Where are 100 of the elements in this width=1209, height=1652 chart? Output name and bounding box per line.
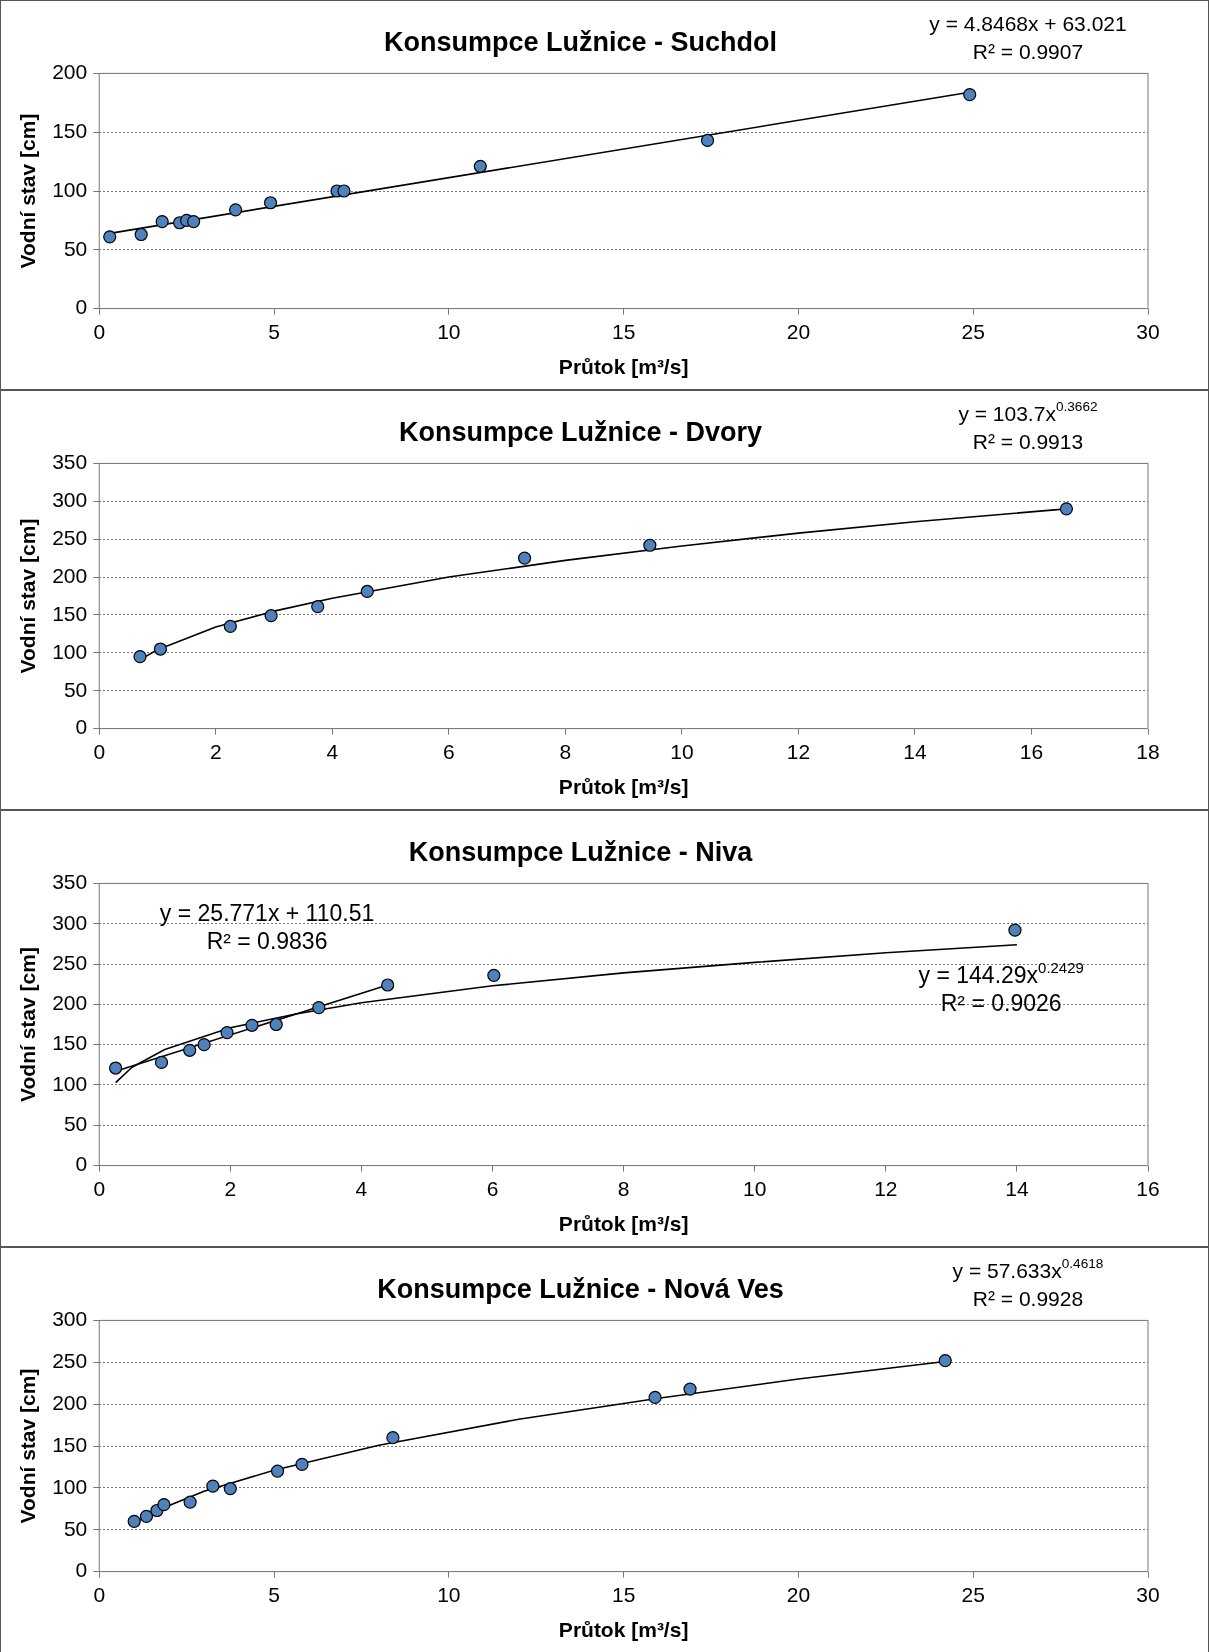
point xyxy=(139,1509,154,1523)
annotation: R² = 0.9836 xyxy=(206,927,328,954)
point xyxy=(683,1382,697,1396)
chart-title: Konsumpce Lužnice - Dvory xyxy=(398,416,763,447)
x-tick-label: 0 xyxy=(93,320,106,343)
x-tick-label: 15 xyxy=(611,1583,636,1606)
y-tick-label: 250 xyxy=(52,525,88,549)
x-tick-label: 20 xyxy=(786,320,811,343)
y-tick-label: 150 xyxy=(52,1432,88,1456)
point xyxy=(134,227,148,242)
x-tick-label: 20 xyxy=(786,1583,811,1606)
point xyxy=(312,1000,326,1015)
point xyxy=(1059,502,1074,516)
x-tick-label: 10 xyxy=(743,1177,767,1200)
annotation: y = 25.771x + 110.51 xyxy=(159,899,375,926)
x-tick-label: 14 xyxy=(1005,1177,1029,1200)
x-tick-label: 25 xyxy=(961,1583,985,1606)
point xyxy=(228,203,243,217)
x-tick-label: 6 xyxy=(486,1177,499,1200)
x-tick-label: 0 xyxy=(93,740,106,763)
text: R² = 0.9928 xyxy=(972,1286,1084,1310)
y-tick-label: 150 xyxy=(52,1031,88,1055)
point xyxy=(311,600,325,614)
x-tick-label: 30 xyxy=(1136,320,1160,343)
point xyxy=(386,1431,400,1445)
point xyxy=(127,1514,141,1528)
x-tick-label: 10 xyxy=(670,740,694,763)
point xyxy=(183,1495,197,1509)
point xyxy=(133,650,147,664)
y-tick-label: 0 xyxy=(75,1152,88,1176)
y-tick-label: 300 xyxy=(52,1307,88,1331)
y-axis-title: Vodní stav [cm] xyxy=(16,518,40,674)
y-tick-label: 200 xyxy=(52,563,88,587)
y-tick-label: 200 xyxy=(52,60,88,84)
y-tick-label: 350 xyxy=(52,870,88,894)
x-tick-label: 18 xyxy=(1136,740,1160,763)
point xyxy=(643,538,657,552)
point xyxy=(223,619,237,633)
x-tick-label: 10 xyxy=(437,1583,461,1606)
x-tick-label: 4 xyxy=(355,1177,368,1200)
x-tick-label: 0 xyxy=(93,1177,106,1200)
point xyxy=(197,1038,211,1052)
x-tick-label: 5 xyxy=(268,1583,280,1606)
y-tick-label: 200 xyxy=(52,1390,88,1414)
y-tick-label: 50 xyxy=(63,1516,88,1540)
x-tick-label: 8 xyxy=(617,1177,630,1200)
y-tick-label: 100 xyxy=(52,1474,88,1498)
chart-title: Konsumpce Lužnice - Niva xyxy=(408,836,754,867)
point xyxy=(269,1017,283,1032)
chart-title: Konsumpce Lužnice - Suchdol xyxy=(383,26,778,57)
y-tick-label: 50 xyxy=(63,1112,88,1136)
y-tick-label: 0 xyxy=(75,295,88,319)
y-tick-label: 0 xyxy=(75,715,88,739)
point xyxy=(938,1353,952,1368)
y-axis-title: Vodní stav [cm] xyxy=(16,1368,40,1524)
y-tick-label: 350 xyxy=(52,450,88,474)
text: R² = 0.9913 xyxy=(972,429,1084,453)
x-tick-label: 6 xyxy=(442,740,455,763)
x-tick-label: 30 xyxy=(1136,1583,1160,1606)
x-tick-label: 10 xyxy=(437,320,461,343)
text: y = 4.8468x + 63.021 xyxy=(929,11,1127,35)
y-tick-label: 250 xyxy=(52,1349,88,1373)
y-tick-label: 150 xyxy=(52,601,88,625)
x-tick-label: 2 xyxy=(209,740,222,763)
text: R² = 0.9907 xyxy=(972,39,1084,63)
point xyxy=(153,642,168,656)
x-tick-label: 16 xyxy=(1019,740,1044,763)
point xyxy=(157,1498,171,1512)
x-tick-label: 5 xyxy=(268,320,280,343)
y-tick-label: 200 xyxy=(52,991,88,1015)
point xyxy=(183,1043,197,1057)
y-tick-label: 100 xyxy=(52,639,88,663)
point xyxy=(154,1055,169,1069)
point xyxy=(187,214,201,229)
point xyxy=(263,196,278,210)
y-tick-label: 0 xyxy=(75,1558,88,1582)
x-tick-label: 25 xyxy=(961,320,985,343)
point xyxy=(381,978,395,992)
x-tick-label: 0 xyxy=(93,1583,106,1606)
x-tick-label: 4 xyxy=(326,740,339,763)
point xyxy=(295,1457,309,1472)
point xyxy=(1008,923,1022,937)
point xyxy=(264,609,278,623)
point xyxy=(206,1479,220,1493)
chart-title: Konsumpce Lužnice - Nová Ves xyxy=(377,1273,784,1304)
y-tick-label: 100 xyxy=(52,1071,88,1095)
y-tick-label: 300 xyxy=(52,488,88,512)
point xyxy=(103,230,117,244)
point xyxy=(487,968,501,982)
y-axis-title: Vodní stav [cm] xyxy=(16,947,40,1102)
y-tick-label: 50 xyxy=(63,236,88,260)
x-tick-label: 16 xyxy=(1136,1177,1160,1200)
point xyxy=(155,214,169,229)
y-tick-label: 50 xyxy=(63,677,88,701)
point xyxy=(109,1061,123,1075)
y-tick-label: 250 xyxy=(52,950,88,974)
x-tick-label: 12 xyxy=(874,1177,898,1200)
point xyxy=(963,87,977,102)
point xyxy=(337,184,351,198)
point xyxy=(473,159,487,173)
